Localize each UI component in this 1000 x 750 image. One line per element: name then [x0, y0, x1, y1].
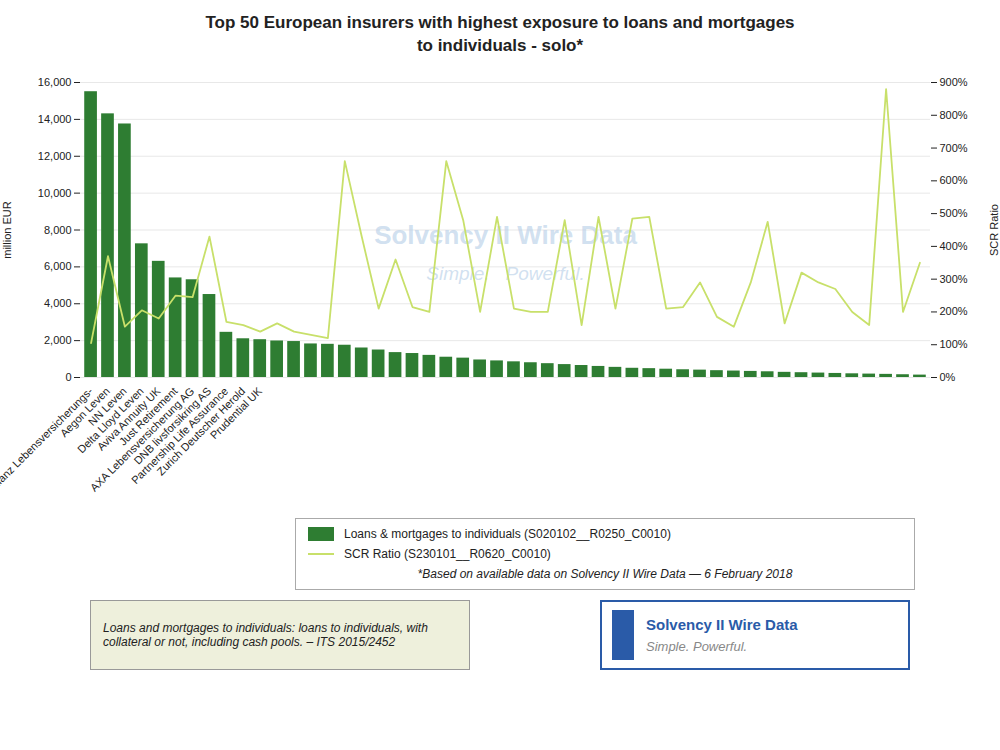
svg-text:Delta Lloyd Leven: Delta Lloyd Leven: [75, 384, 146, 456]
svg-text:Partnership Life Assurance: Partnership Life Assurance: [128, 384, 231, 487]
svg-text:AXA Lebensversicherung AG: AXA Lebensversicherung AG: [87, 384, 197, 494]
svg-text:500%: 500%: [940, 207, 968, 219]
svg-text:16,000: 16,000: [38, 76, 72, 88]
svg-text:12,000: 12,000: [38, 150, 72, 162]
html-text:Loans & mortgages to individua: Loans & mortgages to individuals (S02010…: [344, 526, 671, 541]
svg-text:Prudential UK: Prudential UK: [208, 384, 265, 441]
svg-text:600%: 600%: [940, 174, 968, 186]
svg-text:2,000: 2,000: [44, 334, 72, 346]
svg-text:million EUR: million EUR: [1, 201, 13, 259]
svg-text:0: 0: [65, 371, 71, 383]
svg-text:Aegon Leven: Aegon Leven: [57, 384, 112, 439]
svg-text:400%: 400%: [940, 240, 968, 252]
svg-text:Aviva Annuity UK: Aviva Annuity UK: [94, 384, 163, 453]
svg-text:700%: 700%: [940, 141, 968, 153]
svg-text:DNB livsforsikring AS: DNB livsforsikring AS: [131, 384, 214, 467]
html-text:Top 50 European insurers with: Top 50 European insurers with highest ex…: [205, 13, 795, 55]
svg-text:SCR Ratio: SCR Ratio: [988, 204, 1000, 256]
svg-text:10,000: 10,000: [38, 187, 72, 199]
svg-text:Solvency II Wire Data: Solvency II Wire Data: [374, 220, 637, 251]
svg-text:NN Leven: NN Leven: [85, 384, 129, 428]
html-text:Simple. Powerful.: Simple. Powerful.: [646, 638, 748, 654]
svg-text:8,000: 8,000: [44, 223, 72, 235]
svg-text:100%: 100%: [940, 338, 968, 350]
html-text:SCR Ratio (S230101__R0620_C001: SCR Ratio (S230101__R0620_C0010): [344, 546, 551, 561]
svg-text:6,000: 6,000: [44, 260, 72, 272]
svg-text:14,000: 14,000: [38, 113, 72, 125]
svg-text:Zurich Deutscher Herold: Zurich Deutscher Herold: [154, 385, 247, 478]
svg-text:Simple. Powerful.: Simple. Powerful.: [426, 263, 585, 284]
svg-text:800%: 800%: [940, 109, 968, 121]
html-text:Loans and mortgages to individ: Loans and mortgages to individuals: loan…: [103, 620, 428, 649]
svg-text:Just Retirement: Just Retirement: [116, 384, 180, 448]
svg-text:200%: 200%: [940, 305, 968, 317]
html-text:*Based on available data on So: *Based on available data on Solvency II …: [417, 566, 793, 581]
svg-text:4,000: 4,000: [44, 297, 72, 309]
svg-text:900%: 900%: [940, 76, 968, 88]
svg-text:300%: 300%: [940, 273, 968, 285]
svg-text:0%: 0%: [940, 371, 956, 383]
html-text:Solvency II Wire Data: Solvency II Wire Data: [646, 615, 798, 633]
